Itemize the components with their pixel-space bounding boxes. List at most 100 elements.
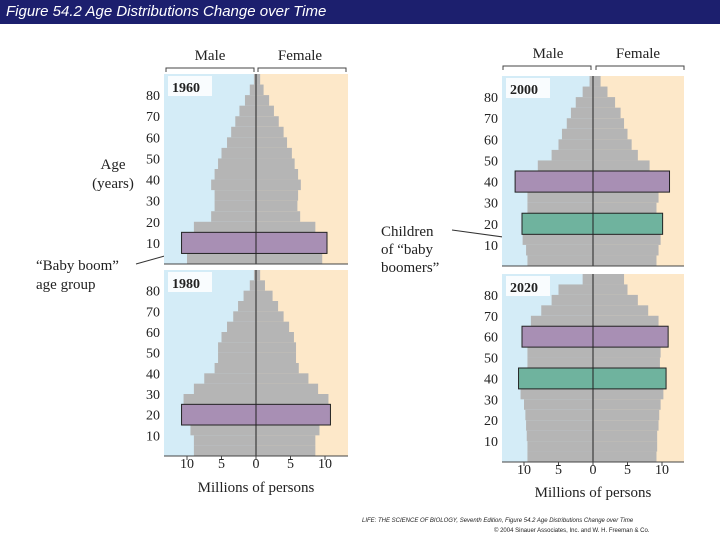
female-bar-2000-age-0: [593, 255, 657, 266]
male-bar-2020-age-75: [551, 294, 593, 306]
male-bar-1980-age-75: [243, 290, 256, 301]
male-bar-1980-age-65: [233, 311, 256, 322]
male-bar-1980-age-50: [218, 342, 256, 353]
male-bar-2000-age-85: [589, 76, 593, 87]
age-tick-1960-80: 80: [146, 89, 160, 104]
female-bar-1960-age-70: [256, 105, 274, 117]
age-tick-1960-10: 10: [146, 237, 160, 252]
male-bar-1980-age-5: [193, 435, 256, 446]
age-tick-2020-80: 80: [484, 289, 498, 304]
x-axis-label-right: Millions of persons: [535, 485, 652, 501]
female-bar-1960-age-35: [256, 179, 301, 191]
male-bar-1980-age-10: [190, 425, 256, 436]
female-label-right: Female: [616, 46, 660, 62]
x-tick-label-2020-0: 10: [517, 463, 531, 478]
female-bar-1980-age-35: [256, 373, 309, 384]
female-bar-1980-age-70: [256, 301, 279, 312]
female-bar-1980-age-25: [256, 394, 329, 405]
figure-title: Figure 54.2 Age Distributions Change ove…: [0, 0, 720, 24]
year-label-2020: 2020: [510, 281, 538, 296]
baby-boom-label-line1: “Baby boom”: [36, 258, 119, 274]
pyramid-2000: 2000 10 20 30 40 50 60 70 80: [484, 76, 684, 267]
female-bar-1960-age-45: [256, 158, 295, 169]
baby-boom-label-line2: age group: [36, 277, 96, 293]
male-label-right: Male: [533, 46, 564, 62]
female-bracket-right: [595, 65, 685, 70]
age-tick-1960-20: 20: [146, 216, 160, 231]
male-bar-1960-age-25: [214, 200, 256, 212]
female-bar-1980-age-50: [256, 342, 297, 353]
female-bar-1980-age-40: [256, 363, 299, 374]
children-label-line3: boomers”: [381, 260, 439, 276]
male-bar-2020-age-10: [526, 430, 593, 442]
female-bar-1960-age-65: [256, 116, 279, 127]
female-bar-2000-age-75: [593, 97, 616, 108]
baby-boom-band-2000: [514, 170, 671, 193]
female-bar-1960-age-80: [256, 84, 264, 96]
female-bar-1980-age-60: [256, 321, 290, 332]
age-tick-1960-60: 60: [146, 131, 160, 146]
age-tick-2000-20: 20: [484, 218, 498, 233]
age-tick-2000-10: 10: [484, 239, 498, 254]
age-axis-label-line2: (years): [92, 176, 134, 192]
female-bar-2020-age-85: [593, 274, 625, 285]
age-tick-2000-80: 80: [484, 91, 498, 106]
female-bar-1960-age-60: [256, 126, 284, 138]
male-bar-1980-age-30: [193, 383, 256, 394]
female-bar-2020-age-45: [593, 357, 660, 368]
age-tick-1980-50: 50: [146, 347, 160, 362]
year-box-1980: [168, 272, 212, 292]
x-tick-label-2020-2: 0: [590, 463, 597, 478]
male-bar-2020-age-45: [527, 357, 593, 368]
x-tick-label-2020-1: 5: [555, 463, 562, 478]
male-bar-2020-age-25: [524, 399, 593, 410]
male-bar-2000-age-60: [561, 128, 593, 140]
pyramid-1960: 1960 10 20 30 40 50 60 70 80: [146, 74, 348, 265]
male-bar-1960-age-50: [221, 147, 256, 159]
children-label-line2: of “baby: [381, 242, 434, 258]
male-bar-2020-age-15: [526, 420, 593, 431]
female-bar-2000-age-80: [593, 86, 608, 98]
female-bracket-left: [257, 67, 347, 72]
age-tick-1960-30: 30: [146, 195, 160, 210]
male-bar-1980-age-45: [218, 352, 256, 363]
age-tick-2020-60: 60: [484, 331, 498, 346]
female-bar-2020-age-50: [593, 347, 661, 358]
female-bar-2000-age-45: [593, 160, 650, 171]
age-axis-label-line1: Age: [101, 157, 126, 173]
baby-boom-band-2020: [521, 325, 669, 348]
year-label-1960: 1960: [172, 81, 200, 96]
credit-line-1: LIFE: THE SCIENCE OF BIOLOGY, Seventh Ed…: [362, 518, 634, 524]
female-bar-2000-age-70: [593, 107, 621, 119]
children-band-2000: [521, 212, 664, 235]
female-bar-2000-age-60: [593, 128, 628, 140]
female-bar-1980-age-75: [256, 290, 273, 301]
male-bar-1980-age-70: [238, 301, 256, 312]
female-bar-2000-age-65: [593, 118, 625, 129]
female-bar-2020-age-20: [593, 409, 660, 421]
female-bar-2000-age-5: [593, 244, 659, 256]
female-bar-1960-age-30: [256, 190, 299, 201]
age-tick-2000-70: 70: [484, 112, 498, 127]
male-bar-1960-age-20: [211, 211, 256, 222]
age-tick-2020-10: 10: [484, 435, 498, 450]
male-bar-2020-age-50: [527, 347, 593, 358]
male-bar-1960-age-55: [227, 137, 256, 148]
age-tick-1980-40: 40: [146, 367, 160, 382]
credit-line-2: © 2004 Sinauer Associates, Inc. and W. H…: [494, 528, 650, 534]
male-bar-1980-age-0: [193, 445, 256, 456]
female-bar-1960-age-85: [256, 74, 261, 85]
female-label-left: Female: [278, 48, 322, 64]
age-tick-2020-50: 50: [484, 352, 498, 367]
male-label-left: Male: [195, 48, 226, 64]
female-bar-2020-age-65: [593, 315, 659, 327]
age-distribution-figure: Male Female Male Female Age (years) “Bab…: [36, 46, 685, 501]
male-bar-1980-age-80: [249, 280, 256, 291]
female-bar-2020-age-25: [593, 399, 661, 410]
male-bar-1980-age-35: [204, 373, 256, 384]
male-bar-2000-age-45: [537, 160, 593, 171]
male-bar-2000-age-0: [527, 255, 593, 266]
female-bar-1980-age-80: [256, 280, 265, 291]
female-bar-2020-age-15: [593, 420, 659, 431]
